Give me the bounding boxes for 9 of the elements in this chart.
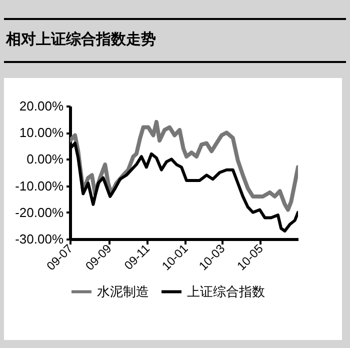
legend-label: 上证综合指数 xyxy=(187,284,265,299)
legend-label: 水泥制造 xyxy=(97,284,149,299)
y-tick-label: -10.00% xyxy=(15,178,64,194)
y-tick-label: -20.00% xyxy=(15,204,64,220)
chart-title: 相对上证综合指数走势 xyxy=(4,18,346,63)
y-tick-label: 0.00% xyxy=(26,152,64,167)
y-tick-label: 20.00% xyxy=(19,98,64,114)
y-tick-label: 10.00% xyxy=(19,125,64,140)
y-tick-label: -30.00% xyxy=(15,232,64,246)
